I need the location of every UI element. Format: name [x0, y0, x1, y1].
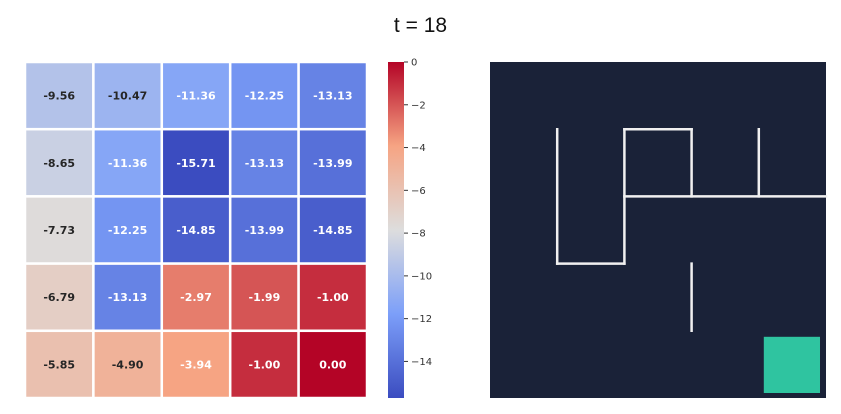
heatmap-cell-label: -7.73 [43, 224, 75, 237]
heatmap-cell-label: 0.00 [319, 358, 346, 371]
heatmap-cell-label: -10.47 [108, 90, 147, 103]
colorbar-tick-label: −4 [411, 143, 426, 154]
colorbar-tick-label: −2 [411, 100, 426, 111]
colorbar-tick-label: −12 [411, 314, 432, 325]
heatmap-cell-label: -11.36 [176, 90, 216, 103]
heatmap-cell [297, 329, 369, 400]
chart-title: t = 18 [393, 14, 448, 37]
heatmap-cell [160, 262, 232, 333]
goal-square [763, 336, 820, 393]
colorbar-tick-label: −6 [411, 186, 426, 197]
heatmap-cell-label: -12.25 [245, 90, 284, 103]
heatmap-cell [23, 195, 95, 265]
colorbar-gradient [388, 62, 404, 398]
heatmap-cell-label: -3.94 [180, 358, 212, 371]
heatmap-cell [92, 127, 164, 198]
heatmap-cell-label: -15.71 [176, 157, 215, 170]
colorbar-tick-label: 0 [411, 58, 417, 69]
heatmap-cell [23, 127, 95, 198]
heatmap-cell [297, 195, 369, 265]
heatmap-cell-label: -5.85 [43, 358, 75, 371]
heatmap-cell [228, 195, 300, 265]
colorbar-tick-label: −10 [411, 271, 432, 282]
heatmap-cell [160, 127, 232, 198]
heatmap-cell-label: -9.56 [43, 90, 75, 103]
heatmap-cell-label: -13.13 [108, 291, 147, 304]
heatmap-cell-label: -12.25 [108, 224, 147, 237]
heatmap-cell-label: -13.99 [245, 224, 284, 237]
heatmap-cell-label: -1.00 [249, 358, 281, 371]
heatmap-cell-label: -14.85 [313, 224, 352, 237]
heatmap-cell-label: -14.85 [176, 224, 215, 237]
colorbar-tick-label: −14 [411, 357, 432, 368]
heatmap-cell-label: -6.79 [43, 291, 75, 304]
heatmap-cell-label: -4.90 [112, 358, 144, 371]
colorbar-tick-label: −8 [411, 229, 426, 240]
value-heatmap: -9.56 -10.47 -11.36 -12.25 -13.13 -8.65 -11.36… [23, 60, 369, 400]
heatmap-cell-label: -1.00 [317, 291, 349, 304]
heatmap-cell-label: -13.13 [245, 157, 284, 170]
colorbar: 0 −2 −4 −6 −8 −10 −12 −14 [388, 58, 432, 398]
heatmap-cell-label: -1.99 [249, 291, 281, 304]
heatmap-cell [228, 329, 300, 400]
heatmap-cell [160, 195, 232, 265]
heatmap-cell-label: -2.97 [180, 291, 212, 304]
heatmap-cell-label: -13.99 [313, 157, 352, 170]
heatmap-cell-label: -8.65 [43, 157, 75, 170]
heatmap-cell-label: -13.13 [313, 90, 352, 103]
heatmap-cell-label: -11.36 [108, 157, 148, 170]
heatmap-cell [228, 127, 300, 198]
maze-panel [490, 62, 828, 398]
heatmap-cell [228, 262, 300, 333]
